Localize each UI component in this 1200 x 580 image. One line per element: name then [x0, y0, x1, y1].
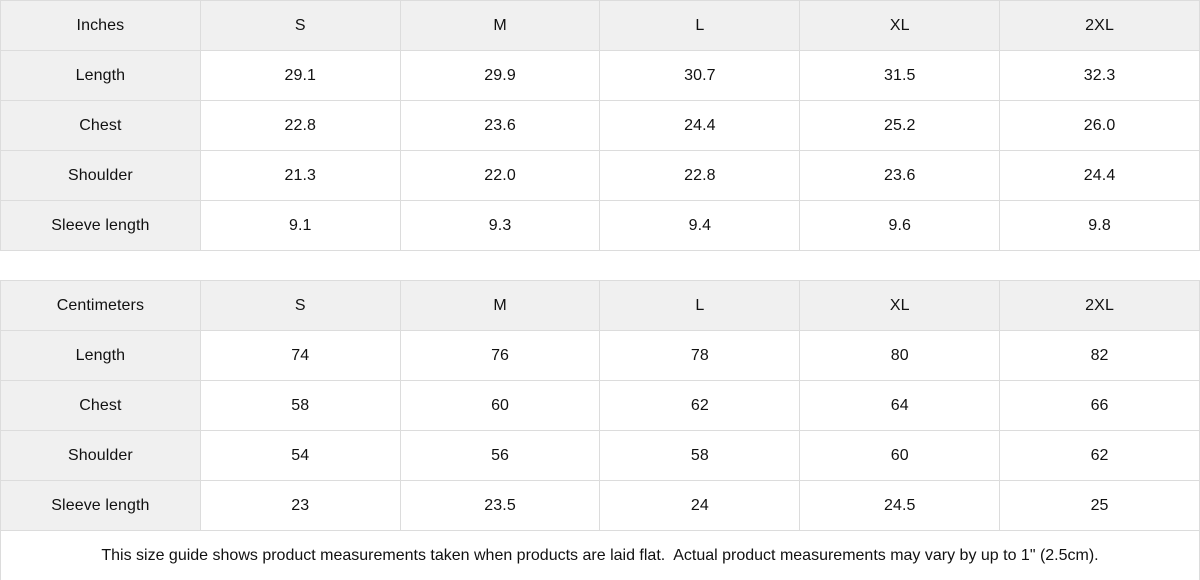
row-label-shoulder: Shoulder: [0, 430, 201, 481]
value-cell: 76: [399, 330, 601, 381]
value-cell: 23.6: [399, 100, 601, 151]
col-header-l: L: [599, 0, 801, 51]
row-label-length: Length: [0, 330, 201, 381]
value-cell: 9.3: [399, 200, 601, 251]
size-table-inches: Inches S M L XL 2XL Length 29.1 29.9 30.…: [0, 0, 1200, 251]
col-header-m: M: [399, 280, 601, 331]
value-cell: 62: [599, 380, 801, 431]
table-row-length: Length 74 76 78 80 82: [0, 330, 1200, 381]
row-label-chest: Chest: [0, 100, 201, 151]
value-cell: 22.0: [399, 150, 601, 201]
table-row-chest: Chest 58 60 62 64 66: [0, 380, 1200, 431]
value-cell: 9.6: [799, 200, 1001, 251]
value-cell: 32.3: [999, 50, 1200, 101]
value-cell: 24.4: [599, 100, 801, 151]
row-label-chest: Chest: [0, 380, 201, 431]
value-cell: 60: [799, 430, 1001, 481]
value-cell: 22.8: [199, 100, 401, 151]
row-label-sleeve-length: Sleeve length: [0, 480, 201, 531]
col-header-2xl: 2XL: [999, 0, 1200, 51]
table-row-sleeve-length: Sleeve length 23 23.5 24 24.5 25: [0, 480, 1200, 531]
value-cell: 23: [199, 480, 401, 531]
table-row-length: Length 29.1 29.9 30.7 31.5 32.3: [0, 50, 1200, 101]
value-cell: 58: [199, 380, 401, 431]
table-gap: [0, 251, 1200, 280]
value-cell: 56: [399, 430, 601, 481]
value-cell: 74: [199, 330, 401, 381]
col-header-2xl: 2XL: [999, 280, 1200, 331]
value-cell: 9.8: [999, 200, 1200, 251]
value-cell: 24.4: [999, 150, 1200, 201]
col-header-xl: XL: [799, 0, 1001, 51]
value-cell: 23.5: [399, 480, 601, 531]
value-cell: 66: [999, 380, 1200, 431]
value-cell: 25: [999, 480, 1200, 531]
value-cell: 80: [799, 330, 1001, 381]
size-guide-note: This size guide shows product measuremen…: [0, 531, 1200, 580]
row-label-sleeve-length: Sleeve length: [0, 200, 201, 251]
value-cell: 54: [199, 430, 401, 481]
size-table-centimeters: Centimeters S M L XL 2XL Length 74 76 78…: [0, 280, 1200, 531]
value-cell: 23.6: [799, 150, 1001, 201]
table-row-shoulder: Shoulder 54 56 58 60 62: [0, 430, 1200, 481]
unit-header-inches: Inches: [0, 0, 201, 51]
value-cell: 9.4: [599, 200, 801, 251]
table-row-chest: Chest 22.8 23.6 24.4 25.2 26.0: [0, 100, 1200, 151]
col-header-l: L: [599, 280, 801, 331]
value-cell: 22.8: [599, 150, 801, 201]
col-header-m: M: [399, 0, 601, 51]
value-cell: 58: [599, 430, 801, 481]
value-cell: 24: [599, 480, 801, 531]
value-cell: 29.1: [199, 50, 401, 101]
value-cell: 26.0: [999, 100, 1200, 151]
unit-header-centimeters: Centimeters: [0, 280, 201, 331]
value-cell: 82: [999, 330, 1200, 381]
value-cell: 9.1: [199, 200, 401, 251]
value-cell: 24.5: [799, 480, 1001, 531]
row-label-length: Length: [0, 50, 201, 101]
value-cell: 29.9: [399, 50, 601, 101]
row-label-shoulder: Shoulder: [0, 150, 201, 201]
value-cell: 30.7: [599, 50, 801, 101]
value-cell: 25.2: [799, 100, 1001, 151]
col-header-s: S: [199, 0, 401, 51]
value-cell: 21.3: [199, 150, 401, 201]
col-header-s: S: [199, 280, 401, 331]
table-header-row: Centimeters S M L XL 2XL: [0, 280, 1200, 331]
table-row-shoulder: Shoulder 21.3 22.0 22.8 23.6 24.4: [0, 150, 1200, 201]
value-cell: 62: [999, 430, 1200, 481]
table-row-sleeve-length: Sleeve length 9.1 9.3 9.4 9.6 9.8: [0, 200, 1200, 251]
value-cell: 60: [399, 380, 601, 431]
value-cell: 78: [599, 330, 801, 381]
col-header-xl: XL: [799, 280, 1001, 331]
value-cell: 31.5: [799, 50, 1001, 101]
value-cell: 64: [799, 380, 1001, 431]
table-header-row: Inches S M L XL 2XL: [0, 0, 1200, 51]
